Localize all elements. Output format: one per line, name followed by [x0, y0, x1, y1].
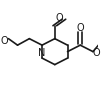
- Text: N: N: [38, 48, 46, 58]
- Text: O: O: [93, 48, 101, 58]
- Text: O: O: [1, 36, 8, 45]
- Text: O: O: [55, 13, 63, 23]
- Text: O: O: [76, 24, 84, 33]
